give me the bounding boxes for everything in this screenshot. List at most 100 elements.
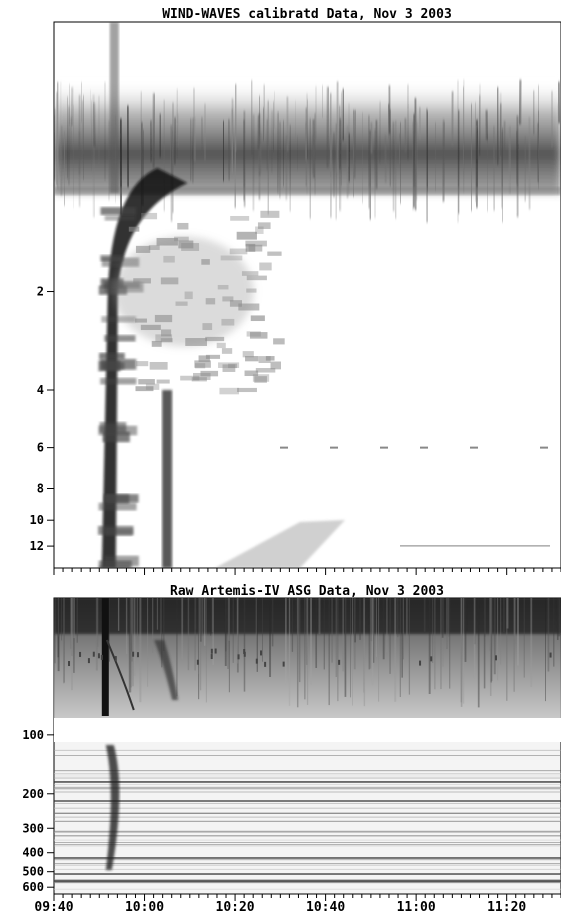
interference-dash (540, 446, 548, 449)
artemis-gap (54, 718, 561, 742)
artemis-dot (430, 656, 433, 662)
speckle (155, 334, 173, 342)
artemis-dot (243, 649, 246, 655)
artemis-burst1-lower (105, 745, 120, 870)
speckle (265, 356, 275, 361)
interference-dash (380, 446, 388, 449)
panel1-title: WIND-WAVES calibratd Data, Nov 3 2003 (162, 7, 452, 22)
speckle (133, 278, 151, 284)
artemis-dot (255, 658, 258, 664)
band-striation (348, 103, 350, 195)
panel1-ytick-label: 8 (37, 481, 44, 495)
speckle (181, 243, 200, 251)
band-striation (352, 109, 357, 179)
speckle (220, 255, 243, 261)
artemis-dot (237, 654, 240, 660)
band-striation (311, 119, 316, 178)
speckle (174, 236, 189, 242)
burst1-fleck (98, 425, 138, 436)
band-striation (92, 94, 96, 218)
speckle (145, 383, 160, 390)
speckle (154, 314, 173, 323)
speckle (161, 329, 172, 337)
band-striation (158, 113, 162, 158)
band-striation (502, 120, 507, 152)
band-striation (516, 115, 519, 218)
speckle (246, 288, 257, 293)
band-striation (383, 134, 388, 183)
panel2-xtick-label: 10:40 (306, 900, 345, 913)
speckle (135, 245, 151, 253)
burst1-fleck (98, 502, 137, 511)
panel2-xtick-label: 10:00 (125, 900, 164, 913)
burst1-fleck (104, 335, 136, 342)
panel1-ytick-label: 4 (37, 383, 44, 397)
band-striation (374, 119, 379, 190)
speckle (229, 248, 248, 255)
speckle (255, 226, 264, 234)
panel1-ytick-label: 6 (37, 441, 44, 455)
panel-wind-waves: WIND-WAVES calibratd Data, Nov 3 2003 2 4… (30, 7, 561, 575)
artemis-burst1-upper (101, 598, 109, 716)
speckle (250, 315, 265, 322)
band-striation (425, 108, 429, 223)
band-striation (309, 118, 312, 219)
speckle (257, 222, 271, 229)
burst1-fleck (105, 494, 130, 504)
artemis-dot (92, 651, 95, 657)
band-striation (201, 117, 204, 154)
speckle (222, 296, 234, 302)
band-striation (118, 118, 123, 216)
speckle (148, 245, 160, 250)
panel1-ytick-label: 10 (30, 513, 44, 527)
band-striation (527, 117, 532, 210)
panel2-ytick-label: 300 (22, 821, 44, 835)
burst1-upper (109, 22, 119, 194)
speckle (198, 355, 210, 362)
panel2-title: Raw Artemis-IV ASG Data, Nov 3 2003 (170, 584, 444, 599)
band-striation (456, 110, 461, 214)
panel2-x-axis: 09:40 10:00 10:20 10:40 11:00 11:20 (34, 894, 561, 913)
speckle (260, 210, 280, 218)
band-striation (351, 109, 355, 197)
burst1-fleck (101, 316, 137, 323)
speckle (180, 375, 200, 381)
burst1-fleck (104, 215, 136, 221)
speckle (255, 368, 276, 373)
panel2-plot-area (54, 598, 561, 890)
artemis-dot (132, 651, 135, 657)
speckle (242, 351, 254, 358)
panel-artemis: Raw Artemis-IV ASG Data, Nov 3 2003 100 2… (22, 584, 561, 913)
burst1-fleck (101, 257, 140, 267)
band-striation (475, 128, 479, 188)
speckle (191, 377, 207, 382)
speckle (216, 342, 226, 349)
band-striation (403, 118, 408, 152)
band-striation (313, 113, 317, 195)
band-striation (518, 79, 523, 125)
artemis-dot (338, 659, 341, 665)
interference-dash (420, 446, 428, 449)
speckle (201, 259, 210, 265)
speckle (141, 212, 158, 220)
band-striation (368, 130, 373, 220)
panel2-ytick-label: 500 (22, 865, 44, 879)
panel1-y-axis: 2 4 6 8 10 12 (30, 285, 54, 553)
artemis-dot (79, 651, 82, 657)
interference-dash (330, 446, 338, 449)
band-striation (230, 108, 235, 175)
band-striation (270, 110, 274, 173)
artemis-dot (68, 661, 71, 667)
band-striation (59, 81, 62, 187)
speckle (241, 271, 259, 276)
burst1-fleck (100, 377, 137, 385)
burst1-fleck (98, 360, 121, 372)
speckle (135, 318, 147, 323)
speckle (205, 336, 225, 342)
speckle (205, 298, 216, 305)
band-striation (151, 93, 156, 168)
speckle (160, 338, 173, 343)
band-striation (304, 122, 309, 161)
band-edge (54, 187, 561, 196)
